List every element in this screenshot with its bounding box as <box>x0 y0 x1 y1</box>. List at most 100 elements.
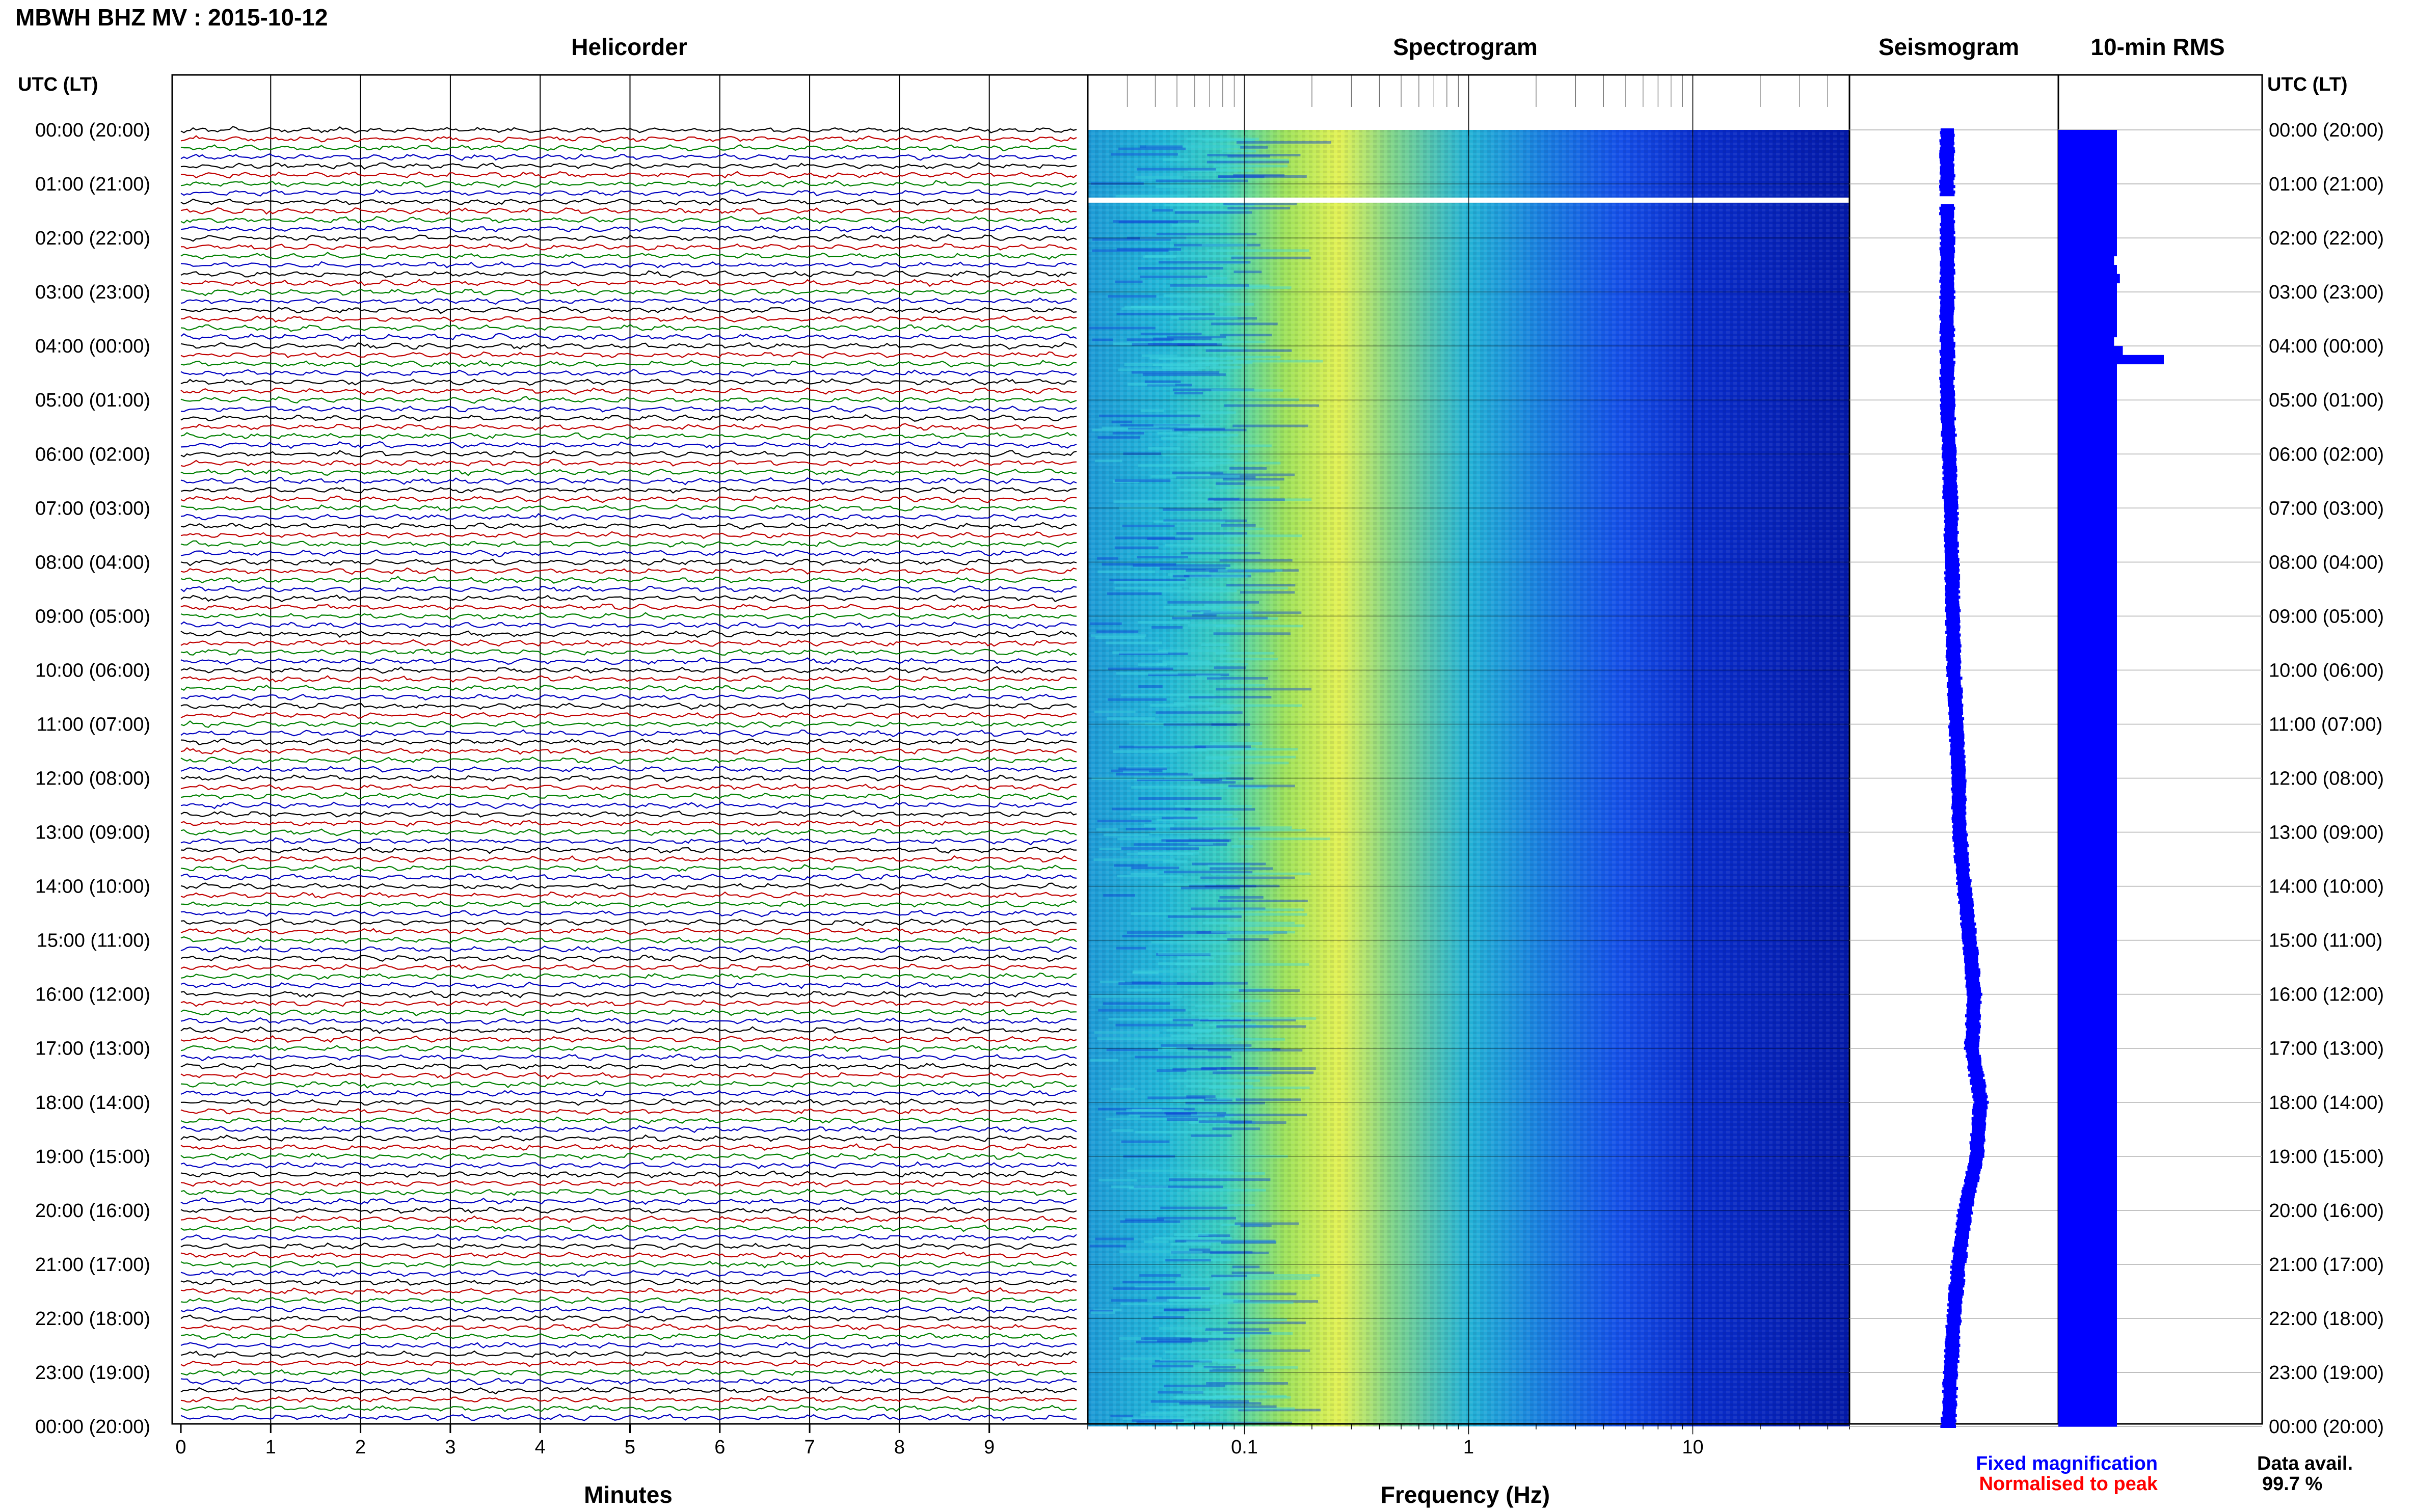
rms-bar <box>2058 1291 2117 1301</box>
spectrogram-streak <box>1170 284 1249 287</box>
time-label-left: 08:00 (04:00) <box>35 552 150 573</box>
spectrogram-streak <box>1135 1130 1210 1133</box>
spectrogram-streak <box>1112 651 1168 654</box>
rms-bar <box>2058 1102 2117 1112</box>
spectrogram-streak <box>1142 354 1177 357</box>
helicorder-trace <box>180 1341 1077 1349</box>
time-label-left: 17:00 (13:00) <box>35 1038 150 1060</box>
spectrogram-streak <box>1144 255 1244 258</box>
minute-tick-label: 5 <box>625 1437 635 1458</box>
spectrogram-streak <box>1115 280 1143 283</box>
spectrogram-streak <box>1163 508 1222 511</box>
helicorder-trace <box>180 234 1077 242</box>
spectrogram-streak <box>1192 862 1266 866</box>
spectrogram-streak <box>1123 770 1149 773</box>
spectrogram-streak <box>1090 1309 1113 1312</box>
spectrogram-streak <box>1157 1069 1187 1072</box>
spectrogram-streak <box>1114 587 1182 590</box>
spectrogram-streak <box>1233 1300 1319 1303</box>
spectrogram-streak <box>1162 817 1198 820</box>
helicorder-trace <box>180 342 1077 350</box>
rms-bar <box>2058 886 2117 896</box>
spectrogram-streak <box>1200 277 1227 280</box>
helicorder-trace <box>180 1017 1077 1025</box>
spectrogram-streak <box>1216 688 1312 691</box>
spectrogram-streak <box>1114 864 1148 867</box>
time-label-right: 09:00 (05:00) <box>2269 606 2384 627</box>
rms-bar <box>2058 1165 2117 1175</box>
rms-bar <box>2058 1300 2117 1310</box>
helicorder-trace <box>180 1360 1077 1367</box>
time-label-right: 15:00 (11:00) <box>2269 930 2382 952</box>
spectrogram-streak <box>1106 1048 1159 1051</box>
rms-bar <box>2058 778 2117 788</box>
time-label-left: 07:00 (03:00) <box>35 498 150 519</box>
helicorder-trace <box>180 1026 1077 1034</box>
helicorder-trace <box>180 1270 1077 1278</box>
spectrogram-streak <box>1112 807 1191 811</box>
rms-bar <box>2058 1129 2117 1139</box>
spectrogram-streak <box>1108 1018 1201 1021</box>
spectrogram-streak <box>1153 424 1204 427</box>
spectrogram-streak <box>1190 1171 1233 1174</box>
spectrogram-streak <box>1096 630 1139 633</box>
helicorder-trace <box>180 873 1077 881</box>
spectrogram-streak <box>1231 1038 1285 1041</box>
spectrogram-streak <box>1162 1047 1188 1050</box>
spectrogram-streak <box>1233 498 1312 501</box>
rms-bar <box>2058 1399 2117 1409</box>
spectrogram-streak <box>1220 334 1272 337</box>
spectrogram-streak <box>1117 248 1181 251</box>
spectrogram-streak <box>1206 160 1290 164</box>
spectrogram-streak <box>1232 1265 1260 1268</box>
spectrogram-streak <box>1109 579 1186 582</box>
spectrogram-streak <box>1186 569 1218 572</box>
spectrogram-streak <box>1111 1129 1134 1132</box>
left-axis-label: UTC (LT) <box>18 74 98 95</box>
helicorder-trace <box>180 487 1077 494</box>
spectrogram-streak <box>1151 626 1183 629</box>
spectrogram-streak <box>1153 364 1189 367</box>
spectrogram-streak <box>1193 1233 1218 1236</box>
spectrogram-streak <box>1097 557 1118 560</box>
spectrogram-streak <box>1212 450 1248 453</box>
spectrogram-streak <box>1159 749 1207 752</box>
spectrogram-streak <box>1191 1421 1292 1424</box>
rms-bar <box>2058 895 2117 905</box>
spectrogram-streak <box>1200 1067 1227 1070</box>
spectrogram-streak <box>1188 624 1236 627</box>
rms-bar <box>2058 1345 2117 1355</box>
spectrogram-streak <box>1234 527 1264 530</box>
rms-bar <box>2058 922 2117 932</box>
spectrogram-streak <box>1123 1155 1175 1158</box>
helicorder-trace <box>180 909 1077 917</box>
helicorder-trace <box>180 396 1077 404</box>
rms-bar <box>2058 1255 2117 1265</box>
spectrogram-streak <box>1135 176 1183 179</box>
spectrogram-streak <box>1097 1037 1197 1040</box>
helicorder-trace <box>180 1287 1077 1295</box>
time-label-left: 11:00 (07:00) <box>37 714 150 735</box>
spectrogram-streak <box>1189 696 1272 699</box>
rms-bar <box>2058 1246 2117 1256</box>
helicorder-trace <box>180 594 1077 602</box>
spectrogram-streak <box>1172 340 1266 343</box>
spectrogram-streak <box>1156 185 1212 188</box>
spectrogram-streak <box>1221 1241 1276 1244</box>
spectrogram-streak <box>1158 649 1226 652</box>
spectrogram-streak <box>1196 361 1253 364</box>
rms-bar <box>2058 994 2117 1004</box>
rms-bar <box>2058 1120 2117 1130</box>
rms-bar <box>2058 1354 2117 1364</box>
spectrogram-streak <box>1176 982 1248 985</box>
rms-bar <box>2058 481 2117 491</box>
spectrogram-streak <box>1122 524 1175 527</box>
time-label-left: 12:00 (08:00) <box>35 768 150 790</box>
spectrogram-streak <box>1164 871 1253 874</box>
spectrogram-streak <box>1158 962 1216 965</box>
helicorder-trace <box>180 846 1077 854</box>
helicorder-trace <box>180 1098 1077 1106</box>
spectrogram-streak <box>1180 786 1267 789</box>
spectrogram-streak <box>1186 1240 1276 1244</box>
spectrogram-streak <box>1161 839 1231 842</box>
